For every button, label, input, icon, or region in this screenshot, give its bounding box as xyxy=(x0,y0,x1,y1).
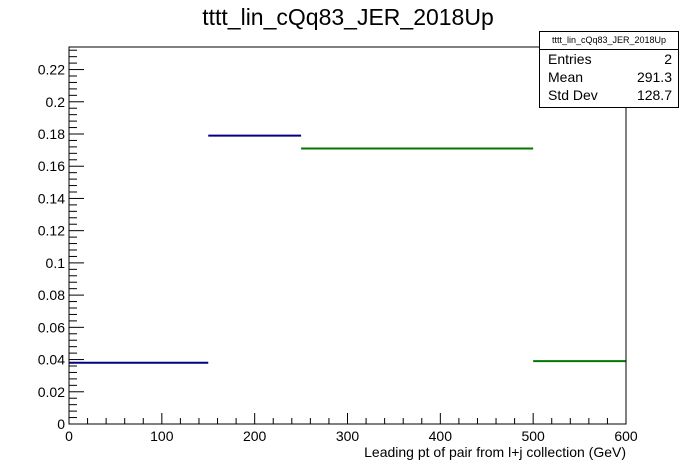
stats-stddev-label: Std Dev xyxy=(548,87,598,103)
stats-entries-label: Entries xyxy=(548,51,592,67)
stats-mean-value: 291.3 xyxy=(636,69,672,85)
y-tick-label: 0.12 xyxy=(38,223,65,239)
y-tick-label: 0.04 xyxy=(38,352,65,368)
y-tick-label: 0.08 xyxy=(38,287,65,303)
stats-entries-value: 2 xyxy=(664,51,672,67)
y-tick-label: 0.06 xyxy=(38,319,65,335)
stats-row-mean: Mean 291.3 xyxy=(540,68,678,86)
y-tick-label: 0.16 xyxy=(38,158,65,174)
stats-title: tttt_lin_cQq83_JER_2018Up xyxy=(540,32,678,50)
x-tick-label: 200 xyxy=(243,428,267,444)
x-tick-label: 400 xyxy=(429,428,453,444)
chart-title: tttt_lin_cQq83_JER_2018Up xyxy=(202,4,494,30)
x-tick-label: 500 xyxy=(521,428,545,444)
axes: 0 100 200 300 400 500 600 0 0.02 0.04 0.06 0.08 0.1 0… xyxy=(38,46,638,444)
y-tick-label: 0.18 xyxy=(38,126,65,142)
x-tick-label: 0 xyxy=(65,428,73,444)
x-tick-label: 100 xyxy=(150,428,174,444)
y-tick-label: 0.22 xyxy=(38,62,65,78)
x-tick-label: 600 xyxy=(614,428,638,444)
stats-mean-label: Mean xyxy=(548,69,584,85)
stats-stddev-value: 128.7 xyxy=(636,87,672,103)
y-tick-label: 0.14 xyxy=(38,190,65,206)
y-tick-label: 0.02 xyxy=(38,384,65,400)
stats-row-entries: Entries 2 xyxy=(540,50,678,68)
y-tick-label: 0 xyxy=(57,416,65,432)
x-axis-label: Leading pt of pair from l+j collection (… xyxy=(364,444,626,460)
stats-row-stddev: Std Dev 128.7 xyxy=(540,86,678,104)
y-tick-label: 0.2 xyxy=(46,94,66,110)
stats-box: tttt_lin_cQq83_JER_2018Up Entries 2 Mean… xyxy=(539,31,679,108)
histogram-bars xyxy=(69,134,626,364)
x-tick-label: 300 xyxy=(336,428,360,444)
y-tick-label: 0.1 xyxy=(46,255,66,271)
